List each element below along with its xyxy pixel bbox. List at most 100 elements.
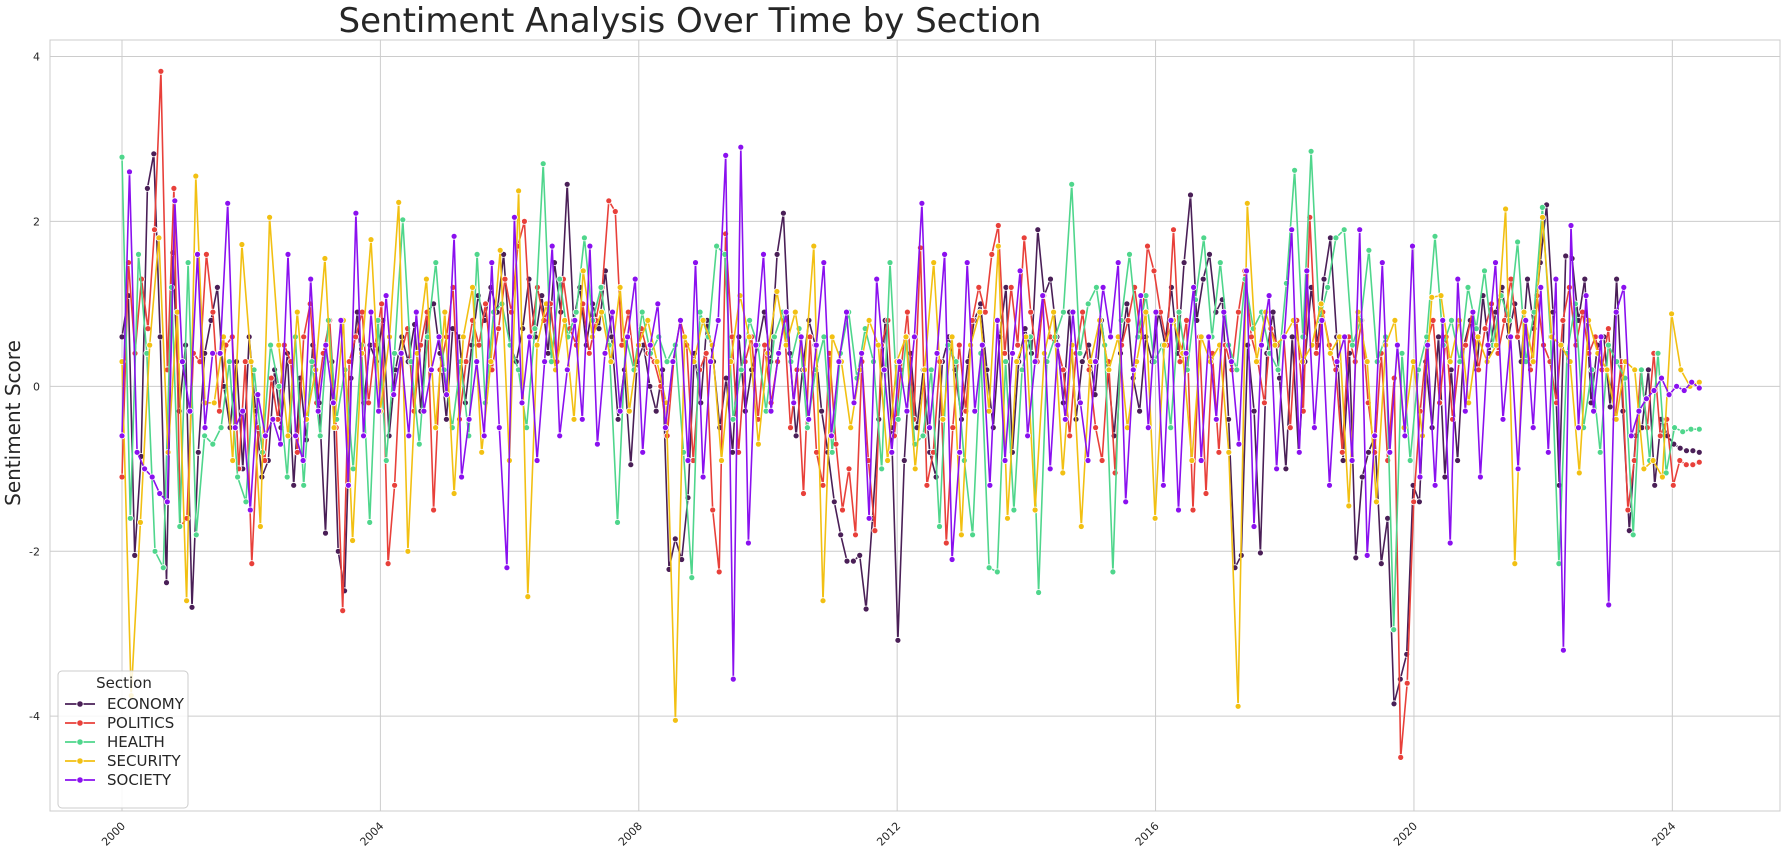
data-point	[688, 574, 696, 581]
data-point	[609, 308, 616, 316]
data-point	[1631, 366, 1639, 374]
data-point	[209, 440, 217, 448]
data-point	[790, 399, 798, 407]
data-point	[1004, 514, 1011, 522]
legend-swatch-marker	[76, 738, 84, 746]
data-point	[1047, 275, 1054, 283]
data-point	[225, 358, 233, 366]
data-point	[1416, 498, 1423, 506]
data-point	[1009, 349, 1016, 357]
legend-swatch-marker	[76, 719, 84, 727]
data-point	[1386, 448, 1394, 456]
data-point	[1176, 358, 1184, 366]
data-point	[1280, 333, 1288, 341]
data-point	[1481, 267, 1488, 275]
data-point	[1603, 366, 1611, 374]
data-point	[151, 547, 159, 555]
data-point	[1581, 275, 1589, 283]
data-point	[1288, 226, 1296, 234]
legend-item-politics: POLITICS	[65, 714, 174, 732]
data-point	[1559, 316, 1567, 324]
data-point	[1590, 407, 1597, 415]
data-point	[1142, 308, 1150, 316]
data-point	[533, 457, 541, 464]
data-point	[275, 382, 283, 390]
data-point	[146, 341, 154, 349]
data-point	[1187, 191, 1194, 199]
data-point	[118, 432, 126, 440]
data-point	[1066, 432, 1074, 440]
data-point	[151, 226, 158, 234]
data-point	[231, 424, 239, 432]
data-point	[818, 407, 825, 415]
data-point	[541, 358, 548, 366]
data-point	[1446, 539, 1454, 547]
data-point	[1027, 308, 1035, 316]
data-point	[422, 275, 430, 283]
data-point	[1235, 308, 1242, 316]
data-point	[625, 407, 633, 415]
data-point	[800, 490, 807, 497]
data-point	[1348, 457, 1356, 464]
data-point	[126, 514, 134, 522]
data-point	[958, 531, 965, 539]
data-point	[563, 366, 571, 374]
data-point	[1265, 292, 1273, 300]
data-point	[1514, 465, 1522, 473]
data-point	[1612, 308, 1620, 316]
data-point	[1629, 531, 1637, 539]
data-point	[715, 568, 723, 576]
data-point	[1689, 461, 1697, 469]
data-point	[986, 481, 994, 489]
data-point	[1475, 366, 1482, 374]
data-point	[771, 333, 778, 341]
data-point	[792, 432, 800, 440]
data-point	[1107, 333, 1114, 341]
data-point	[1575, 424, 1582, 432]
data-point	[832, 440, 840, 448]
data-point	[1093, 283, 1100, 291]
series-line	[121, 175, 1700, 722]
data-point	[1212, 415, 1220, 423]
legend-swatch-marker	[76, 757, 84, 765]
data-point	[597, 283, 605, 291]
data-point	[1059, 469, 1067, 477]
data-point	[391, 349, 398, 357]
y-tick-label: -2	[29, 545, 40, 558]
data-point	[518, 399, 526, 407]
data-point	[933, 349, 941, 357]
data-point	[435, 333, 443, 341]
data-point	[1123, 300, 1131, 308]
data-point	[1105, 366, 1113, 374]
data-point	[1354, 308, 1362, 316]
data-point	[261, 432, 269, 440]
data-point	[168, 283, 175, 291]
data-point	[1597, 333, 1605, 341]
data-point	[775, 349, 782, 357]
data-point	[1659, 473, 1666, 481]
data-point	[722, 230, 729, 238]
data-point	[858, 349, 865, 357]
data-point	[1560, 646, 1567, 654]
data-point	[1588, 366, 1596, 374]
data-point	[1098, 457, 1106, 464]
data-point	[684, 457, 692, 464]
data-point	[1152, 308, 1160, 316]
data-point	[820, 333, 828, 341]
data-point	[1077, 523, 1085, 530]
data-point	[971, 407, 979, 415]
data-point	[1129, 366, 1137, 374]
data-point	[1373, 498, 1380, 506]
data-point	[1333, 358, 1341, 366]
data-point	[450, 490, 458, 497]
data-point	[918, 199, 926, 207]
data-point	[1539, 213, 1546, 221]
data-point	[1168, 283, 1175, 291]
data-point	[1469, 308, 1477, 316]
data-point	[1144, 424, 1152, 432]
data-point	[1014, 341, 1022, 349]
data-point	[1363, 552, 1371, 559]
data-point	[714, 316, 722, 324]
data-point	[601, 349, 609, 357]
data-point	[1582, 292, 1590, 300]
